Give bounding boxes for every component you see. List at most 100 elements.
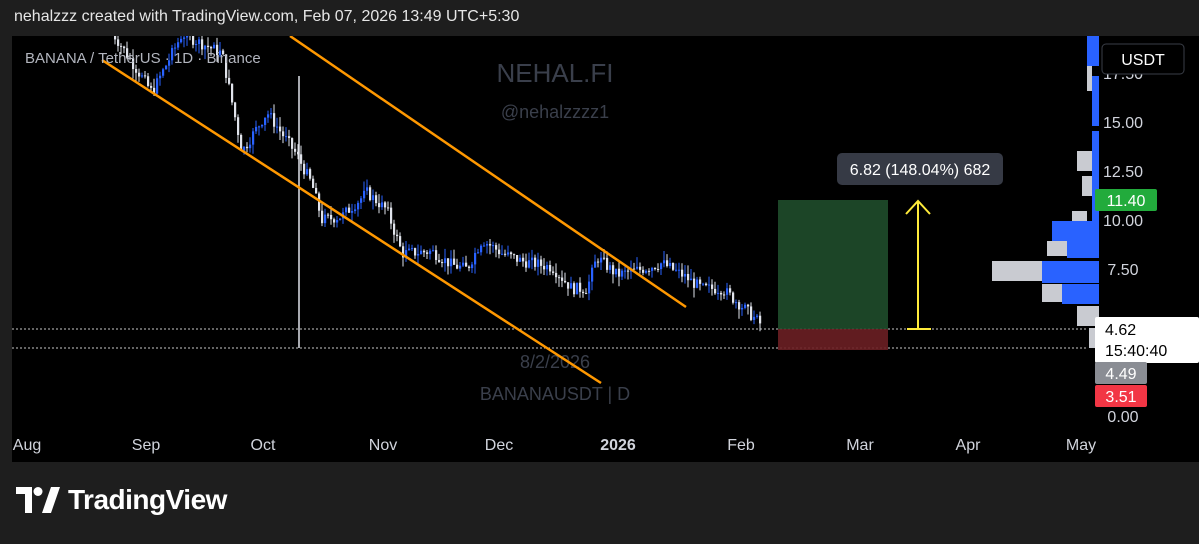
measure-label: 6.82 (148.04%) 682 [850, 162, 991, 179]
candle-body [138, 72, 141, 77]
candle-body [573, 283, 576, 295]
time-tick-label: 2026 [600, 437, 636, 454]
volume-profile-bar [1092, 131, 1099, 236]
candle-body [120, 45, 123, 47]
volume-profile-bar [992, 261, 1042, 281]
candle-body [594, 261, 597, 268]
candle-body [522, 257, 525, 262]
candle-body [570, 283, 573, 289]
candle-body [186, 36, 189, 38]
candle-body [486, 244, 489, 246]
candle-body [123, 46, 126, 49]
candle-body [477, 252, 480, 254]
candle-body [642, 269, 645, 273]
candle-body [168, 60, 171, 66]
volume-profile-bar [1087, 66, 1092, 91]
candle-body [465, 262, 468, 267]
candle-body [237, 117, 240, 135]
measure-arrow-head [905, 199, 931, 215]
candle-body [546, 264, 549, 270]
candle-body [282, 131, 285, 137]
candle-body [468, 266, 471, 269]
volume-profile [992, 36, 1099, 348]
candle-body [747, 304, 750, 307]
candle-body [708, 284, 711, 286]
candle-body [531, 257, 534, 261]
volume-profile-bar [1047, 241, 1067, 256]
candle-body [243, 146, 246, 151]
candle-body [453, 258, 456, 265]
tradingview-logo[interactable]: TradingView [16, 484, 227, 516]
candle-body [195, 44, 198, 46]
candle-body [354, 209, 357, 212]
candle-body [117, 39, 120, 46]
volume-profile-bar [1082, 176, 1092, 196]
candle-body [327, 214, 330, 216]
stop-zone[interactable] [778, 329, 888, 350]
volume-profile-bar [1042, 284, 1062, 302]
entry-badge-box [1095, 362, 1147, 384]
entry-badge: 4.49 [1105, 366, 1136, 383]
candle-body [156, 78, 159, 94]
candle-body [402, 246, 405, 258]
chart-panel[interactable]: NEHAL.FI @nehalzzzz1 8/2/2026 BANANAUSDT… [12, 36, 1199, 462]
candle-body [405, 250, 408, 258]
candle-body [129, 57, 132, 59]
candle-body [378, 203, 381, 208]
price-tick-label: 15.00 [1103, 115, 1143, 132]
candle-body [165, 65, 168, 70]
time-tick-label: Dec [485, 437, 513, 454]
currency-badge-box[interactable] [1101, 43, 1185, 75]
candle-body [582, 291, 585, 294]
target-badge: 11.40 [1107, 193, 1146, 210]
price-chart[interactable]: NEHAL.FI @nehalzzzz1 8/2/2026 BANANAUSDT… [12, 36, 1199, 462]
candle-body [222, 50, 225, 55]
candle-body [513, 254, 516, 256]
candle-body [426, 252, 429, 254]
candle-body [711, 284, 714, 289]
candle-body [144, 75, 147, 77]
symbol-line: BANANA / TetherUS · 1D · Binance [25, 50, 261, 67]
candle-body [717, 292, 720, 294]
price-tick-label: 10.00 [1103, 213, 1143, 230]
candle-body [411, 248, 414, 250]
candle-body [651, 267, 654, 271]
candle-body [576, 282, 579, 295]
candle-body [309, 169, 312, 179]
volume-profile-bar [1077, 151, 1092, 171]
candle-body [174, 47, 177, 49]
candle-body [618, 268, 621, 277]
candle-body [519, 257, 522, 262]
candle-body [714, 288, 717, 294]
price-tick-label: 7.50 [1107, 262, 1138, 279]
time-axis[interactable]: Aug Sep Oct Nov Dec 2026 Feb Mar Apr May [13, 437, 1096, 454]
candle-body [318, 193, 321, 211]
candle-body [324, 214, 327, 224]
target-zone[interactable] [778, 200, 888, 329]
lower-trendline[interactable] [101, 58, 602, 385]
currency-badge[interactable]: USDT [1121, 52, 1165, 69]
upper-trendline[interactable] [289, 36, 687, 309]
candle-body [234, 102, 237, 118]
stop-badge: 3.51 [1105, 389, 1136, 406]
volume-profile-bar [1067, 241, 1099, 258]
candle-body [252, 131, 255, 145]
volume-profile-bar [1052, 221, 1099, 241]
candle-body [495, 245, 498, 250]
candle-body [198, 39, 201, 45]
candle-body [273, 113, 276, 127]
candle-body [306, 169, 309, 175]
candle-body [456, 264, 459, 269]
candle-body [435, 250, 438, 260]
candle-body [360, 198, 363, 203]
candle-body [177, 42, 180, 48]
time-tick-label: Sep [132, 437, 161, 454]
candle-body [534, 257, 537, 267]
candle-body [609, 265, 612, 270]
candle-body [339, 218, 342, 220]
candle-body [612, 265, 615, 275]
candle-body [726, 288, 729, 295]
candle-body [207, 45, 210, 48]
candle-body [351, 211, 354, 213]
candle-body [261, 124, 264, 127]
